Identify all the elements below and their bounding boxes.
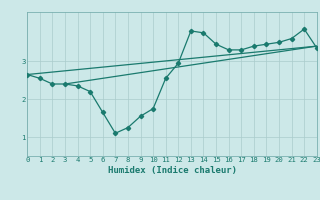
X-axis label: Humidex (Indice chaleur): Humidex (Indice chaleur)	[108, 166, 236, 175]
